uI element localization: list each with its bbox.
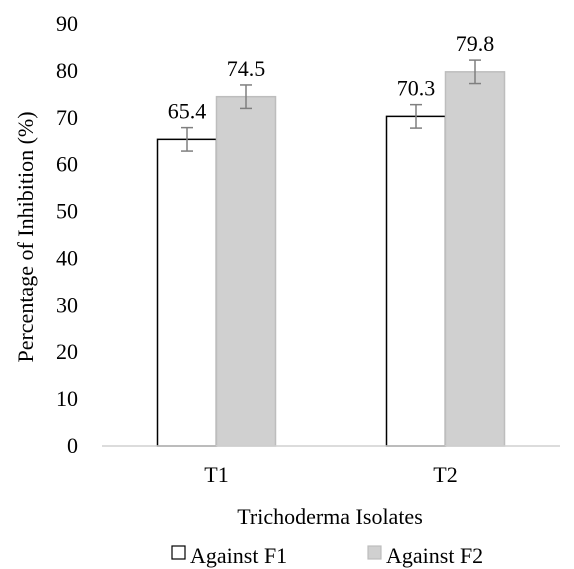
y-tick-label: 60 bbox=[56, 152, 78, 177]
legend: Against F1 Against F2 bbox=[171, 543, 483, 568]
error-bars bbox=[181, 59, 481, 152]
y-axis-title: Percentage of Inhibition (%) bbox=[13, 111, 38, 362]
legend-item-2: Against F2 bbox=[367, 543, 483, 568]
legend-label: Against F1 bbox=[190, 543, 287, 568]
bars bbox=[156, 71, 506, 447]
data-label: 65.4 bbox=[168, 99, 207, 124]
legend-swatch bbox=[171, 545, 186, 560]
legend-item-1: Against F1 bbox=[171, 543, 287, 568]
data-label: 79.8 bbox=[456, 31, 495, 56]
bar-t1-series-1 bbox=[156, 138, 218, 447]
y-axis-ticks: 0 10 20 30 40 50 60 70 80 90 bbox=[56, 11, 78, 458]
y-tick-label: 30 bbox=[56, 292, 78, 317]
x-axis-title: Trichoderma Isolates bbox=[237, 504, 423, 529]
bar-t2-series-1 bbox=[385, 115, 447, 447]
y-tick-label: 0 bbox=[67, 433, 78, 458]
error-bar bbox=[240, 84, 252, 110]
x-tick-label-t1: T1 bbox=[204, 462, 228, 487]
y-tick-label: 80 bbox=[56, 58, 78, 83]
data-label: 74.5 bbox=[227, 56, 266, 81]
x-axis-ticks: T1 T2 bbox=[204, 462, 457, 487]
y-tick-label: 90 bbox=[56, 11, 78, 36]
error-bar bbox=[410, 103, 422, 129]
error-bar bbox=[181, 126, 193, 152]
y-tick-label: 70 bbox=[56, 105, 78, 130]
bar-t2-series-2 bbox=[444, 71, 506, 447]
y-tick-label: 40 bbox=[56, 245, 78, 270]
error-bar bbox=[469, 59, 481, 85]
y-tick-label: 50 bbox=[56, 199, 78, 224]
legend-label: Against F2 bbox=[386, 543, 483, 568]
bar-t1-series-2 bbox=[215, 95, 277, 447]
x-tick-label-t2: T2 bbox=[433, 462, 457, 487]
data-labels: 65.4 74.5 70.3 79.8 bbox=[168, 31, 495, 124]
data-label: 70.3 bbox=[397, 76, 436, 101]
legend-swatch bbox=[367, 545, 382, 560]
y-tick-label: 20 bbox=[56, 339, 78, 364]
y-tick-label: 10 bbox=[56, 386, 78, 411]
